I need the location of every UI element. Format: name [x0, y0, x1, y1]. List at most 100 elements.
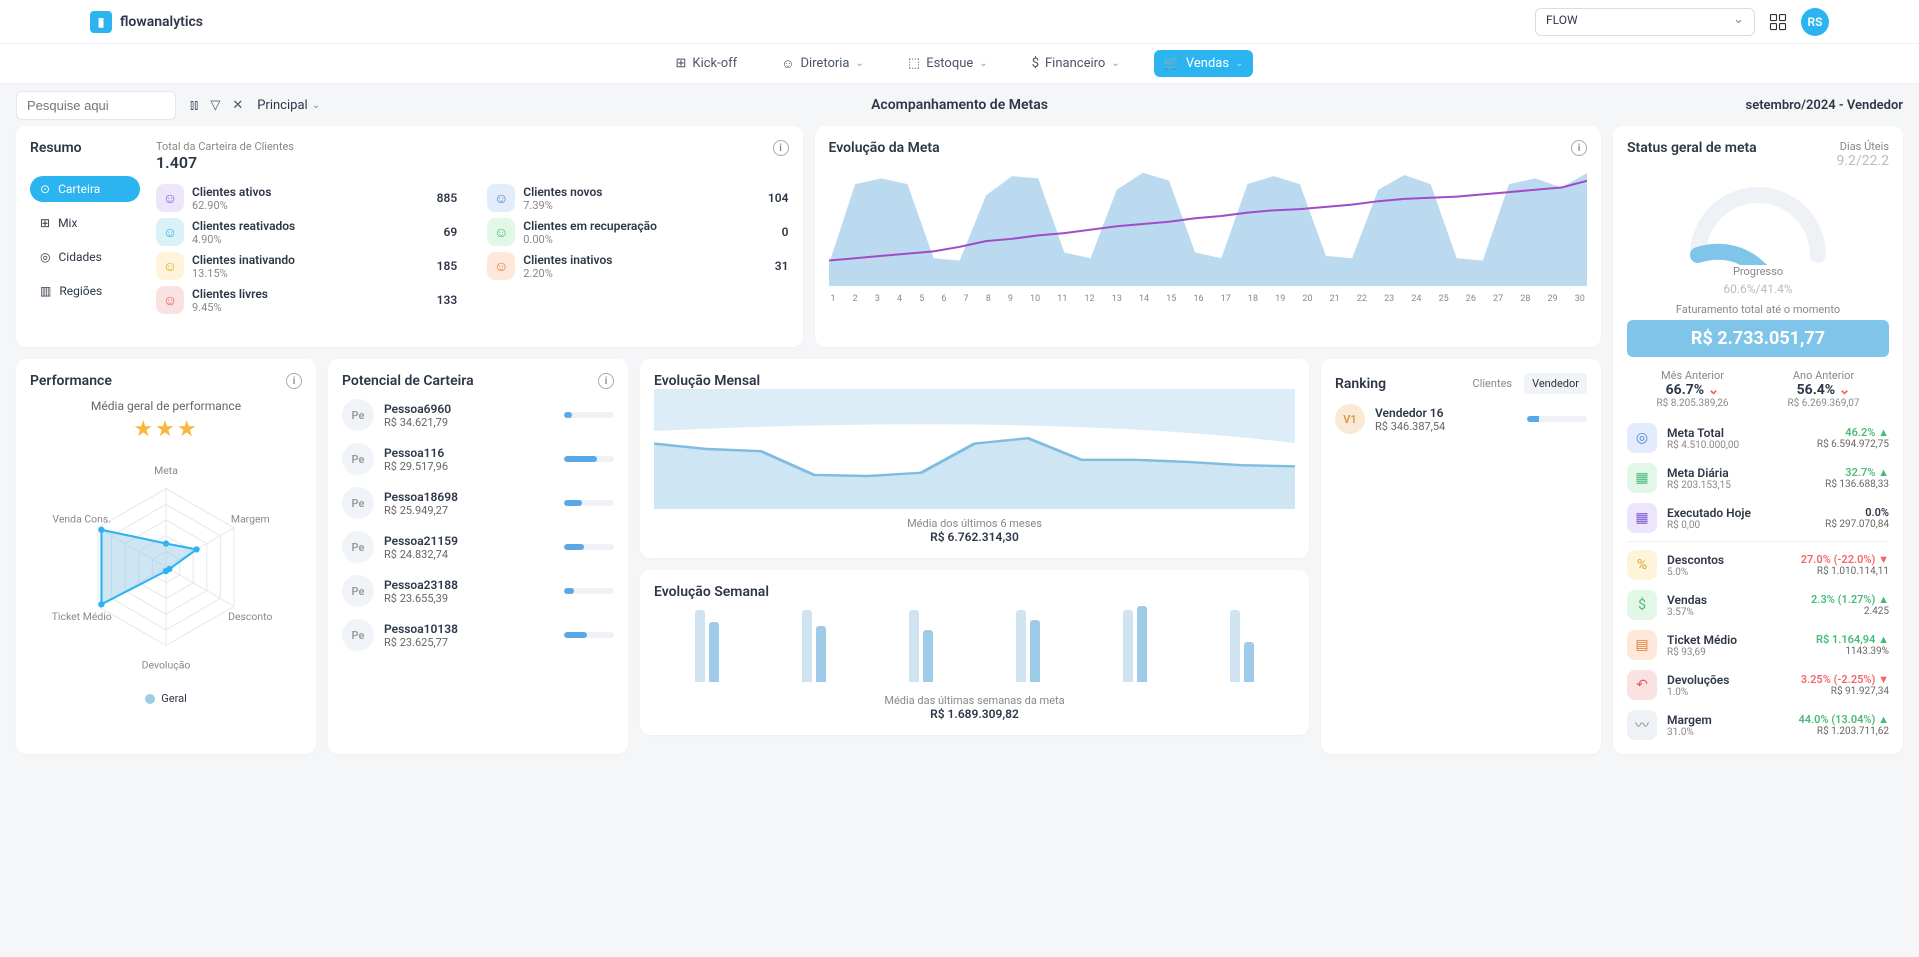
metric-icon: ◎	[1627, 423, 1657, 453]
tab-mix[interactable]: ⊞Mix	[30, 210, 140, 236]
potencial-row[interactable]: Pe Pessoa6960R$ 34.621,79	[342, 399, 614, 431]
mes-anterior-amt: R$ 8.205.389,26	[1627, 398, 1758, 409]
tab-cidades[interactable]: ◎Cidades	[30, 244, 140, 270]
metric-row: % Descontos5.0% 27.0% (-22.0%) ▼R$ 1.010…	[1627, 550, 1889, 580]
nav-financeiro[interactable]: $Financeiro⌄	[1022, 50, 1130, 77]
metric-icon: ▦	[1627, 463, 1657, 493]
progresso-label: Progresso	[1733, 265, 1783, 278]
metric-row: ↶ Devoluções1.0% 3.25% (-2.25%) ▼R$ 91.9…	[1627, 670, 1889, 700]
stat-row[interactable]: ☺ Clientes ativos62.90% 885	[156, 184, 457, 212]
close-icon[interactable]: ✕	[232, 98, 243, 113]
evo-semanal-sublabel: Média das últimas semanas da meta	[654, 694, 1295, 707]
metric-pct: 2.3% (1.27%) ▲	[1811, 593, 1889, 606]
card-potencial: Potencial de Carteira i Pe Pessoa6960R$ …	[328, 359, 628, 754]
card-resumo: Resumo ⊙Carteira ⊞Mix ◎Cidades ▥Regiões …	[16, 126, 803, 347]
filter-icon[interactable]: ▽	[210, 98, 220, 113]
page-title: Acompanhamento de Metas	[871, 97, 1048, 113]
subbar: ⫾⫾ ▽ ✕ Principal⌄ Acompanhamento de Meta…	[0, 84, 1919, 126]
info-icon[interactable]: i	[1571, 140, 1587, 156]
nav-kickoff[interactable]: ⊞Kick-off	[666, 50, 748, 77]
stat-pct: 4.90%	[192, 233, 436, 246]
potencial-value: R$ 23.655,39	[384, 592, 554, 605]
chart-icon[interactable]: ⫾⫾	[190, 98, 198, 113]
metric-label: Ticket Médio	[1667, 633, 1806, 647]
potencial-row[interactable]: Pe Pessoa10138R$ 23.625,77	[342, 619, 614, 651]
box-icon: ⬚	[908, 56, 920, 71]
card-evolucao-semanal: Evolução Semanal Média das últimas seman…	[640, 570, 1309, 735]
nav-estoque[interactable]: ⬚Estoque⌄	[898, 50, 998, 77]
potencial-value: R$ 34.621,79	[384, 416, 554, 429]
logo[interactable]: ▮ flowanalytics	[90, 11, 203, 33]
potencial-name: Pessoa23188	[384, 578, 554, 592]
nav-estoque-label: Estoque	[926, 56, 973, 71]
pin-icon: ◎	[40, 250, 50, 264]
nav-diretoria-label: Diretoria	[800, 56, 849, 71]
evo-semanal-chart	[654, 600, 1295, 690]
tab-carteira[interactable]: ⊙ Carteira	[30, 176, 140, 202]
ranking-row[interactable]: V1 Vendedor 16 R$ 346.387,54	[1335, 404, 1587, 434]
stat-label: Clientes livres	[192, 287, 429, 301]
period-label: setembro/2024 - Vendedor	[1746, 98, 1903, 113]
ranking-toggle-vendedor[interactable]: Vendedor	[1524, 373, 1587, 394]
stat-row[interactable]: ☺ Clientes reativados4.90% 69	[156, 218, 457, 246]
stat-label: Clientes novos	[523, 185, 760, 199]
potencial-row[interactable]: Pe Pessoa18698R$ 25.949,27	[342, 487, 614, 519]
potencial-name: Pessoa21159	[384, 534, 554, 548]
bar-group	[1016, 610, 1040, 682]
navbar: ⊞Kick-off ☺Diretoria⌄ ⬚Estoque⌄ $Finance…	[0, 44, 1919, 84]
stat-value: 104	[768, 191, 789, 205]
ano-anterior-pct: 56.4%	[1797, 382, 1836, 398]
nav-financeiro-label: Financeiro	[1045, 56, 1105, 71]
org-selector[interactable]: FLOW	[1535, 8, 1755, 36]
stat-row[interactable]: ☺ Clientes inativos2.20% 31	[487, 252, 788, 280]
tab-regioes[interactable]: ▥Regiões	[30, 278, 140, 304]
progress-gauge	[1678, 175, 1838, 265]
user-avatar[interactable]: RS	[1801, 8, 1829, 36]
search-input[interactable]	[16, 91, 176, 120]
potencial-avatar: Pe	[342, 443, 374, 475]
stat-pct: 0.00%	[523, 233, 773, 246]
stat-row[interactable]: ☺ Clientes inativando13.15% 185	[156, 252, 457, 280]
potencial-row[interactable]: Pe Pessoa21159R$ 24.832,74	[342, 531, 614, 563]
potencial-value: R$ 23.625,77	[384, 636, 554, 649]
stat-pct: 13.15%	[192, 267, 429, 280]
info-icon[interactable]: i	[773, 140, 789, 156]
stat-row[interactable]: ☺ Clientes livres9.45% 133	[156, 286, 457, 314]
info-icon[interactable]: i	[286, 373, 302, 389]
stat-row[interactable]: ☺ Clientes em recuperação0.00% 0	[487, 218, 788, 246]
status-title: Status geral de meta	[1627, 140, 1757, 156]
wallet-icon: ⊙	[40, 182, 50, 196]
potencial-row[interactable]: Pe Pessoa116R$ 29.517,96	[342, 443, 614, 475]
metric-row: ◎ Meta TotalR$ 4.510.000,00 46.2% ▲R$ 6.…	[1627, 423, 1889, 453]
legend-label: Geral	[161, 692, 187, 705]
evolucao-meta-chart	[829, 166, 1588, 286]
stat-value: 133	[437, 293, 458, 307]
potencial-row[interactable]: Pe Pessoa23188R$ 23.655,39	[342, 575, 614, 607]
map-icon: ▥	[40, 284, 51, 298]
nav-diretoria[interactable]: ☺Diretoria⌄	[771, 50, 874, 78]
potencial-avatar: Pe	[342, 399, 374, 431]
metric-icon: %	[1627, 550, 1657, 580]
performance-title: Performance	[30, 373, 112, 389]
ranking-value: R$ 346.387,54	[1375, 420, 1517, 433]
info-icon[interactable]: i	[598, 373, 614, 389]
nav-vendas-label: Vendas	[1186, 56, 1229, 71]
faturamento-label: Faturamento total até o momento	[1627, 303, 1889, 316]
svg-text:Devolução: Devolução	[142, 659, 191, 672]
trend-down-icon: ⌄	[1839, 382, 1851, 398]
metric-row: ▦ Executado HojeR$ 0,00 0.0% R$ 297.070,…	[1627, 503, 1889, 533]
nav-vendas[interactable]: 🛒Vendas⌄	[1154, 50, 1254, 77]
tab-carteira-label: Carteira	[58, 182, 100, 196]
metric-label: Meta Total	[1667, 426, 1807, 440]
progresso-value: 60.6%/41.4%	[1723, 278, 1792, 297]
stat-row[interactable]: ☺ Clientes novos7.39% 104	[487, 184, 788, 212]
metric-label: Descontos	[1667, 553, 1791, 567]
ranking-toggle-clientes[interactable]: Clientes	[1465, 373, 1521, 394]
metric-sub: R$ 0,00	[1667, 520, 1815, 531]
apps-icon[interactable]	[1769, 13, 1787, 31]
bar-group	[802, 610, 826, 682]
performance-subtitle: Média geral de performance	[30, 399, 302, 413]
view-dropdown[interactable]: Principal⌄	[257, 98, 320, 113]
metric-amt: 1143.39%	[1816, 646, 1889, 657]
metric-sub: R$ 203.153,15	[1667, 480, 1815, 491]
